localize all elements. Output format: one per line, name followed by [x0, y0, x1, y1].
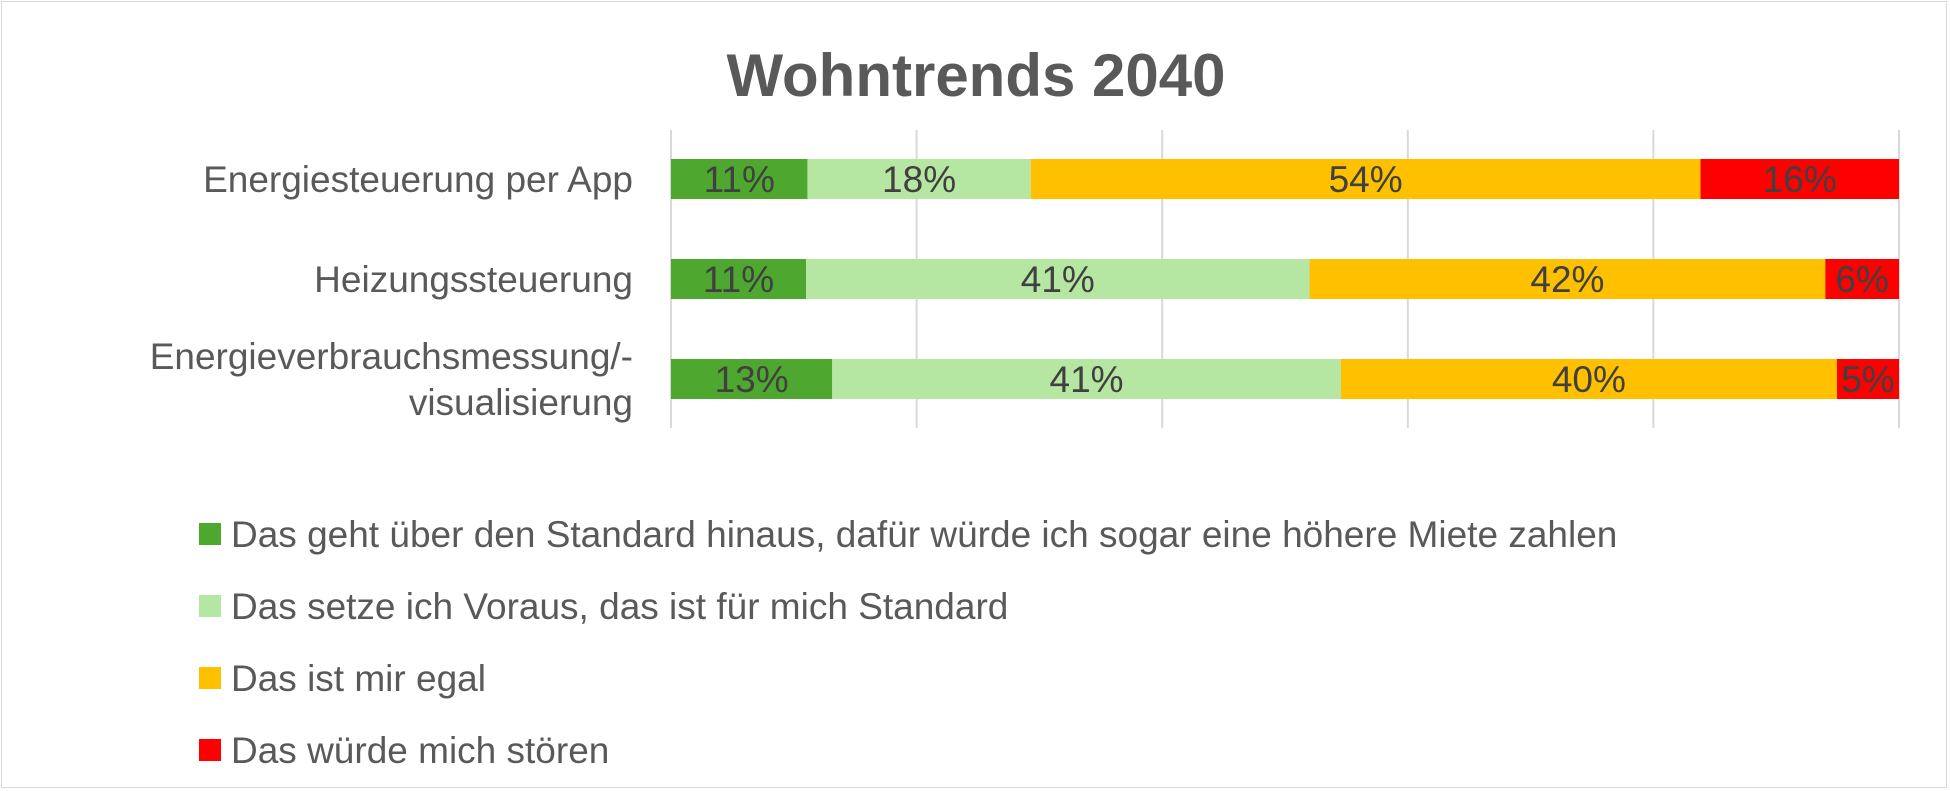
legend-swatch	[199, 739, 221, 761]
bar-segment	[807, 159, 1031, 199]
legend-swatch	[199, 523, 221, 545]
bar-segment	[671, 259, 807, 299]
data-label: 18%	[882, 159, 956, 200]
bar-segment	[1825, 259, 1899, 299]
data-label: 16%	[1763, 159, 1837, 200]
legend-swatch	[199, 667, 221, 689]
bar-segment	[1700, 159, 1899, 199]
bar-segment	[671, 359, 833, 399]
data-label: 41%	[1021, 259, 1095, 300]
legend-label: Das ist mir egal	[231, 658, 486, 699]
bar-segment	[832, 359, 1341, 399]
chart-title: Wohntrends 2040	[726, 42, 1225, 109]
data-label: 11%	[704, 159, 775, 200]
legend-label: Das würde mich stören	[231, 730, 609, 771]
legend-label: Das setze ich Voraus, das ist für mich S…	[231, 586, 1008, 627]
data-label: 5%	[1841, 359, 1894, 400]
bar-segment	[1030, 159, 1701, 199]
category-label: visualisierung	[409, 382, 633, 423]
bar-segment	[1836, 359, 1899, 399]
bar-segment	[671, 159, 808, 199]
data-label: 40%	[1552, 359, 1626, 400]
bar-segment	[806, 259, 1310, 299]
category-label: Energiesteuerung per App	[203, 159, 633, 200]
data-label: 11%	[703, 259, 774, 300]
bar-segment	[1340, 359, 1837, 399]
legend-label: Das geht über den Standard hinaus, dafür…	[231, 514, 1617, 555]
data-label: 41%	[1050, 359, 1124, 400]
data-label: 13%	[715, 359, 789, 400]
category-label: Energieverbrauchsmessung/-	[150, 336, 633, 377]
legend: Das geht über den Standard hinaus, dafür…	[199, 514, 1617, 771]
category-label: Heizungssteuerung	[314, 259, 633, 300]
category-labels: Energiesteuerung per App Heizungssteuerun…	[150, 159, 633, 423]
data-label: 54%	[1329, 159, 1403, 200]
data-label: 6%	[1835, 259, 1888, 300]
data-label: 42%	[1530, 259, 1604, 300]
bars: 11% 18% 54% 16% 11% 41% 42% 6% 13% 41% 40% 5%	[671, 159, 1899, 400]
legend-swatch	[199, 595, 221, 617]
bar-segment	[1309, 259, 1826, 299]
